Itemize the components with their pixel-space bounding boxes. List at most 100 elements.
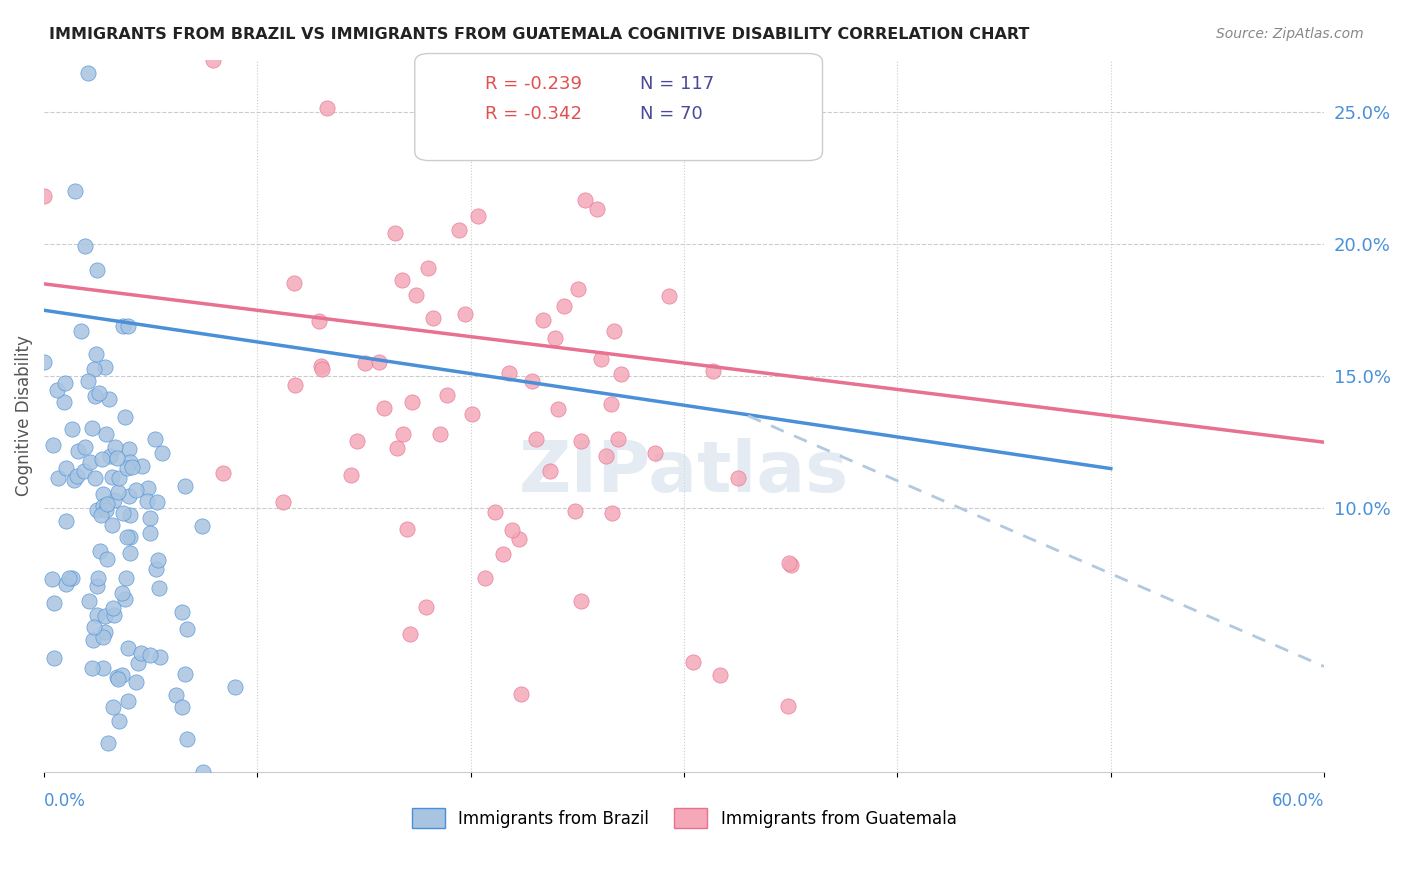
Point <box>111 668 134 682</box>
Point <box>522 375 544 389</box>
Point <box>125 483 148 497</box>
Point <box>212 467 235 481</box>
Point <box>66 444 89 458</box>
Y-axis label: Cognitive Disability: Cognitive Disability <box>15 335 32 496</box>
Point <box>589 351 612 366</box>
Point <box>32 355 55 369</box>
Point <box>600 506 623 520</box>
Point <box>574 193 596 207</box>
Point <box>73 239 96 253</box>
Point <box>384 226 406 240</box>
Point <box>474 571 496 585</box>
Point <box>125 675 148 690</box>
Point <box>42 438 65 452</box>
Point <box>41 572 63 586</box>
Point <box>139 525 162 540</box>
Point <box>91 660 114 674</box>
Point <box>308 314 330 328</box>
Point <box>107 670 129 684</box>
Point <box>415 599 437 614</box>
Point <box>146 495 169 509</box>
Point <box>544 331 567 345</box>
Point <box>644 446 666 460</box>
Point <box>174 667 197 681</box>
Point <box>283 277 305 291</box>
Point <box>94 427 117 442</box>
Point <box>86 502 108 516</box>
Point <box>98 392 121 407</box>
Point <box>77 594 100 608</box>
Point <box>114 570 136 584</box>
Point <box>107 471 129 485</box>
Point <box>150 446 173 460</box>
Point <box>600 397 623 411</box>
Point <box>139 510 162 524</box>
Point <box>595 450 617 464</box>
Point <box>84 347 107 361</box>
Point <box>53 376 76 391</box>
Point <box>112 506 135 520</box>
Point <box>396 522 419 536</box>
Point <box>461 407 484 421</box>
Point <box>117 694 139 708</box>
Point <box>114 409 136 424</box>
Point <box>42 596 65 610</box>
Text: IMMIGRANTS FROM BRAZIL VS IMMIGRANTS FROM GUATEMALA COGNITIVE DISABILITY CORRELA: IMMIGRANTS FROM BRAZIL VS IMMIGRANTS FRO… <box>49 27 1029 42</box>
Point <box>42 650 65 665</box>
Point <box>165 688 187 702</box>
Point <box>86 262 108 277</box>
Point <box>111 318 134 333</box>
Point <box>778 557 800 571</box>
Point <box>501 524 523 538</box>
Point <box>602 325 624 339</box>
Point <box>80 661 103 675</box>
Point <box>190 519 212 533</box>
Point <box>96 552 118 566</box>
Point <box>387 441 409 455</box>
Point <box>139 648 162 663</box>
Point <box>55 514 77 528</box>
Point <box>118 490 141 504</box>
Point <box>467 210 489 224</box>
Point <box>77 66 100 80</box>
Point <box>145 562 167 576</box>
Point <box>367 355 389 369</box>
Point <box>607 433 630 447</box>
Point <box>82 632 104 647</box>
Point <box>58 571 80 585</box>
Point <box>422 311 444 326</box>
Point <box>73 440 96 454</box>
Point <box>90 452 112 467</box>
Point <box>91 486 114 500</box>
Point <box>115 460 138 475</box>
Point <box>453 307 475 321</box>
Point <box>709 668 731 682</box>
Point <box>727 471 749 485</box>
Point <box>135 493 157 508</box>
Point <box>170 605 193 619</box>
Text: 0.0%: 0.0% <box>44 792 86 810</box>
Point <box>94 624 117 639</box>
Point <box>94 503 117 517</box>
Point <box>143 432 166 446</box>
Point <box>564 504 586 518</box>
Point <box>100 517 122 532</box>
Point <box>309 359 332 373</box>
Point <box>76 374 98 388</box>
Point <box>55 460 77 475</box>
Point <box>553 299 575 313</box>
Point <box>129 646 152 660</box>
Point <box>118 531 141 545</box>
Point <box>176 623 198 637</box>
Point <box>172 699 194 714</box>
Point <box>173 479 195 493</box>
Point <box>176 732 198 747</box>
Point <box>405 288 427 302</box>
Point <box>193 765 215 780</box>
Point <box>97 736 120 750</box>
Point <box>108 714 131 729</box>
Point <box>498 366 520 380</box>
Point <box>86 608 108 623</box>
Point <box>316 102 339 116</box>
Text: N = 117: N = 117 <box>640 75 714 93</box>
